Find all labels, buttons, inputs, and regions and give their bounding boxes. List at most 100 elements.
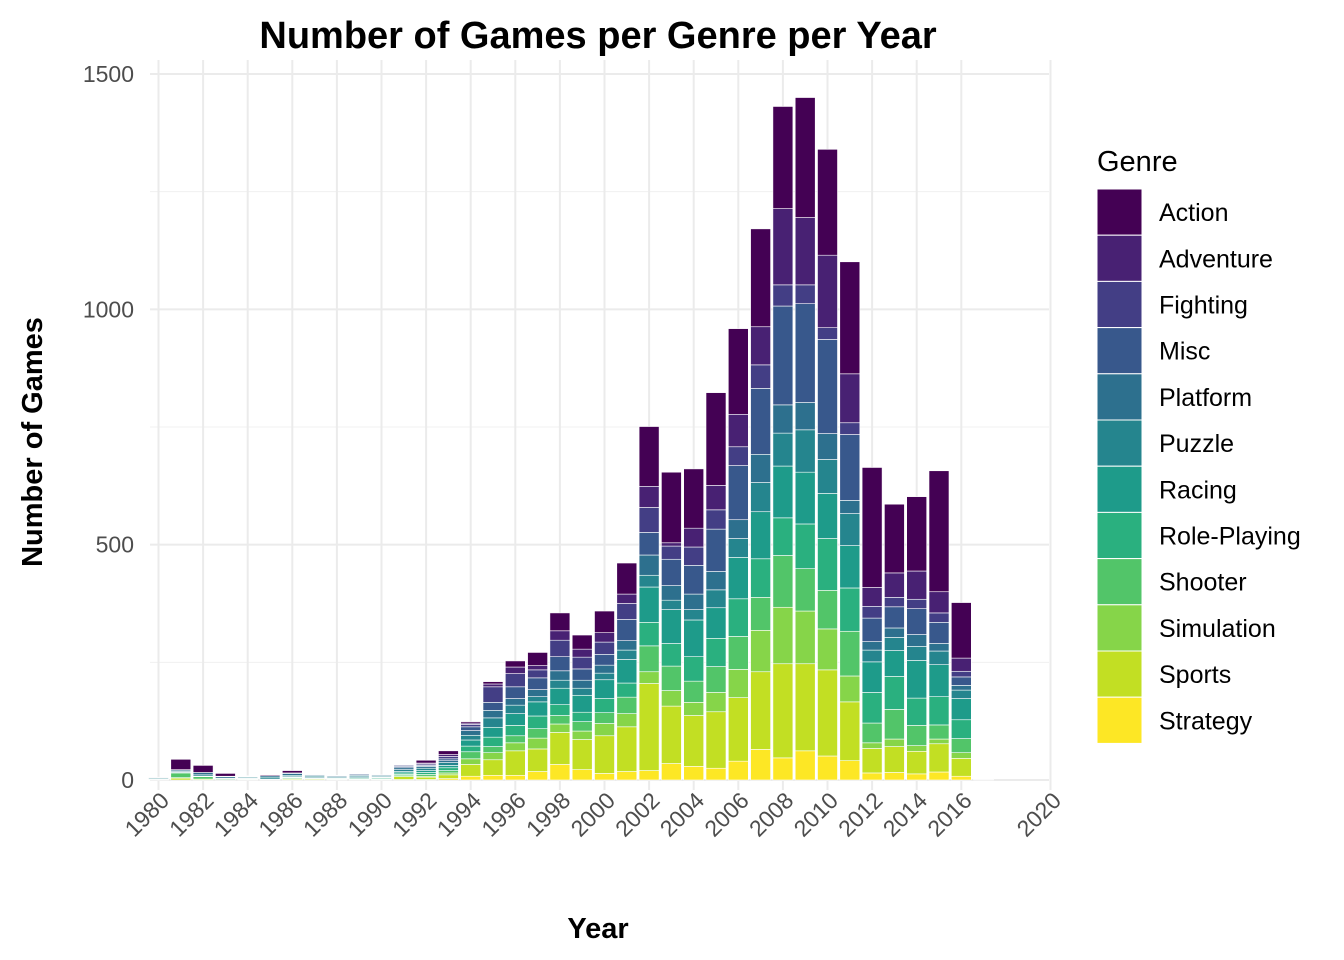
x-tick-label: 1992 <box>387 787 442 842</box>
bar-segment-role-playing-1995 <box>482 736 504 747</box>
bar-segment-simulation-2002 <box>638 671 660 684</box>
bar-segment-strategy-2002 <box>638 770 660 781</box>
bar-segment-action-2016 <box>950 602 972 659</box>
bar-segment-shooter-2003 <box>661 665 682 691</box>
x-tick-label: 1986 <box>253 787 308 842</box>
bar-segment-racing-2011 <box>839 545 861 589</box>
bar-segment-adventure-2016 <box>950 657 972 672</box>
bar-segment-puzzle-2001 <box>616 649 638 660</box>
bar-segment-fighting-2004 <box>683 546 705 566</box>
bar-segment-role-playing-2008 <box>772 517 794 556</box>
x-tick-label: 1994 <box>432 787 487 842</box>
bar-segment-fighting-2014 <box>906 598 928 609</box>
bar-segment-adventure-2012 <box>861 587 883 607</box>
bar-segment-action-1998 <box>549 612 571 632</box>
bar-segment-racing-2003 <box>661 609 682 644</box>
x-tick-label: 1980 <box>119 787 174 842</box>
bar-segment-sports-2009 <box>794 663 816 752</box>
bar-segment-role-playing-2002 <box>638 622 660 647</box>
bar-segment-action-2003 <box>661 471 682 544</box>
bar-segment-fighting-2012 <box>861 606 883 619</box>
x-tick-label: 1998 <box>521 787 576 842</box>
bar-segment-platform-2008 <box>772 404 794 434</box>
bar-segment-misc-2016 <box>950 676 972 686</box>
bar-segment-strategy-1997 <box>527 771 548 781</box>
bar-segment-racing-1996 <box>504 713 526 726</box>
bar-segment-role-playing-2009 <box>794 523 816 569</box>
bar-segment-action-2009 <box>794 97 816 218</box>
bar-segment-puzzle-2011 <box>839 513 861 546</box>
bar-segment-misc-1997 <box>527 677 548 690</box>
bar-segment-adventure-1998 <box>549 630 571 641</box>
bar-segment-racing-1993 <box>438 765 459 769</box>
bar-stack-1992 <box>415 759 437 781</box>
bar-segment-action-1993 <box>438 750 459 755</box>
legend-label: Puzzle <box>1159 430 1234 458</box>
bar-segment-sports-1996 <box>504 750 526 776</box>
bar-segment-simulation-1995 <box>482 752 504 761</box>
x-tick-label: 2014 <box>878 787 933 842</box>
x-axis-ticks: 1980198219841986198819901992199419961998… <box>119 787 1066 842</box>
bar-segment-sports-2001 <box>616 726 638 772</box>
bar-segment-role-playing-2003 <box>661 643 682 667</box>
bar-segment-puzzle-1995 <box>482 717 504 728</box>
bar-segment-simulation-2011 <box>839 675 861 703</box>
bar-stack-2016 <box>950 602 972 781</box>
bar-segment-puzzle-1994 <box>460 734 482 741</box>
bar-stack-1998 <box>549 612 571 781</box>
bar-segment-adventure-2000 <box>594 632 615 643</box>
bar-segment-role-playing-1997 <box>527 715 548 729</box>
bar-segment-action-2012 <box>861 467 883 588</box>
bar-segment-fighting-2003 <box>661 545 682 560</box>
bar-segment-puzzle-2003 <box>661 599 682 610</box>
bar-segment-puzzle-2004 <box>683 609 705 621</box>
bar-segment-adventure-2006 <box>727 413 749 448</box>
bar-segment-sports-2012 <box>861 748 883 774</box>
bar-segment-shooter-2004 <box>683 680 705 703</box>
bar-segment-simulation-2003 <box>661 690 682 707</box>
bar-segment-action-1986 <box>281 770 303 774</box>
bar-stack-2002 <box>638 426 660 781</box>
bar-segment-platform-2003 <box>661 585 682 601</box>
legend-item-strategy: Strategy <box>1096 696 1253 744</box>
bar-segment-action-1985 <box>259 774 281 777</box>
x-tick-label: 2012 <box>833 787 888 842</box>
bar-segment-action-2008 <box>772 106 794 209</box>
x-tick-label: 2004 <box>655 787 710 842</box>
bar-segment-sports-2003 <box>661 705 682 764</box>
bar-segment-platform-2001 <box>616 640 638 651</box>
bar-stack-1994 <box>460 721 482 781</box>
bar-segment-adventure-1995 <box>482 683 504 688</box>
bar-segment-shooter-2012 <box>861 722 883 744</box>
legend-label: Racing <box>1159 476 1237 504</box>
bar-segment-puzzle-2002 <box>638 574 660 588</box>
bar-stack-2008 <box>772 106 794 781</box>
bar-segment-racing-2010 <box>817 493 838 539</box>
bar-stack-2005 <box>705 392 727 781</box>
bar-stack-2011 <box>839 261 861 781</box>
bar-segment-shooter-2001 <box>616 696 638 714</box>
bar-segment-role-playing-2010 <box>817 538 838 591</box>
legend-label: Fighting <box>1159 292 1248 320</box>
bar-segment-puzzle-1998 <box>549 679 571 689</box>
bar-segment-simulation-2007 <box>750 630 771 673</box>
bar-segment-shooter-2008 <box>772 555 794 608</box>
legend-label: Action <box>1159 199 1228 227</box>
bar-segment-racing-2013 <box>884 650 905 677</box>
bar-segment-racing-2009 <box>794 471 816 525</box>
bars <box>148 97 994 781</box>
bar-segment-action-2004 <box>683 468 705 529</box>
bar-segment-fighting-2000 <box>594 641 615 655</box>
legend-item-shooter: Shooter <box>1096 558 1247 606</box>
bar-segment-role-playing-1994 <box>460 745 482 753</box>
bar-segment-role-playing-2004 <box>683 656 705 682</box>
bar-segment-fighting-2001 <box>616 603 638 620</box>
bar-stack-2007 <box>750 228 771 781</box>
bar-stack-2001 <box>616 562 638 781</box>
bar-segment-fighting-2005 <box>705 509 727 530</box>
bar-segment-shooter-2010 <box>817 590 838 630</box>
bar-stack-2017 <box>973 778 994 781</box>
bar-segment-platform-2000 <box>594 664 615 674</box>
bar-segment-action-2000 <box>594 610 615 633</box>
